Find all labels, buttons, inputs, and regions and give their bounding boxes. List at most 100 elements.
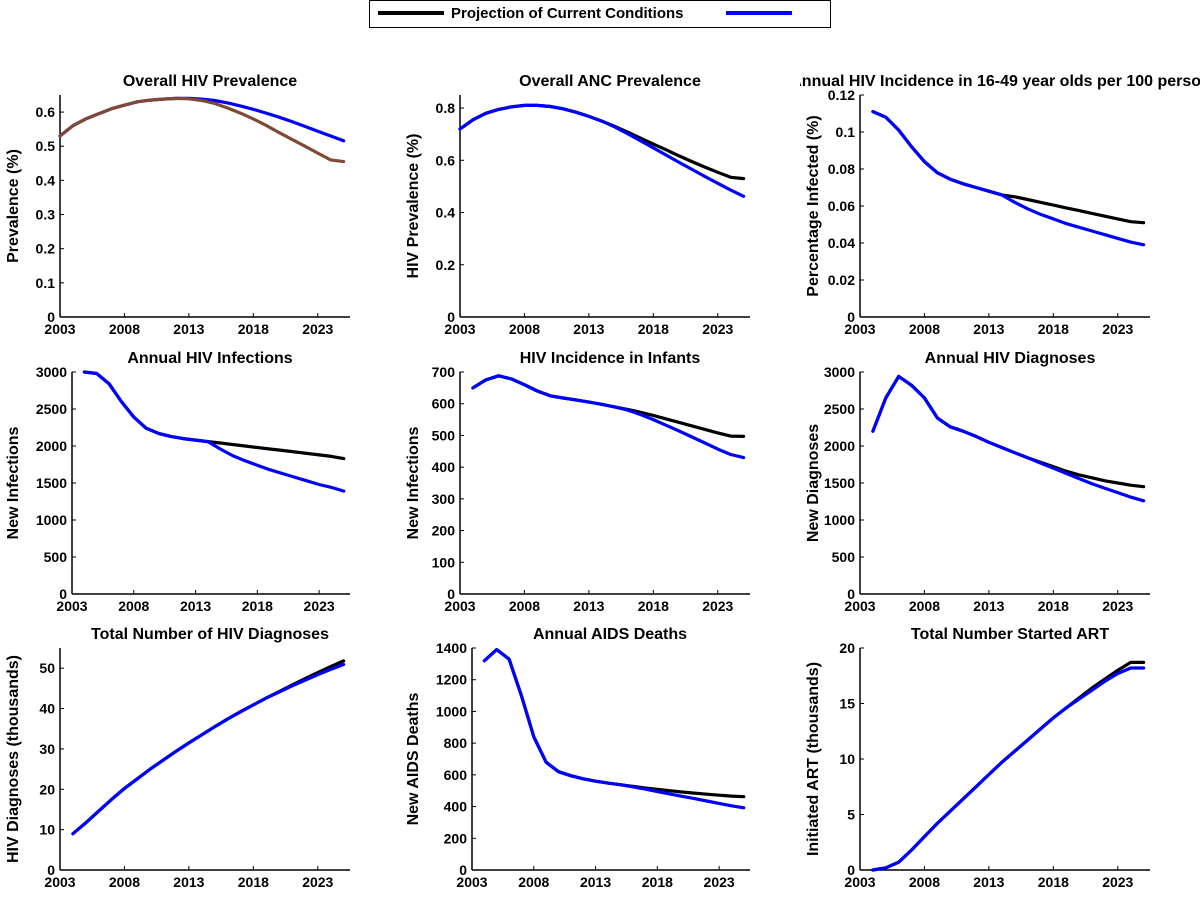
y-tick-label: 0 (447, 586, 455, 602)
y-tick-label: 20 (39, 781, 55, 797)
y-tick-label: 0.6 (436, 152, 456, 168)
chart-title: Overall ANC Prevalence (519, 73, 701, 90)
x-tick-label: 2023 (702, 321, 733, 337)
y-tick-label: 1200 (436, 672, 467, 688)
y-tick-label: 1000 (436, 703, 467, 719)
x-tick-label: 2003 (844, 598, 875, 614)
y-tick-label: 2000 (36, 438, 67, 454)
series-line-0 (71, 659, 346, 836)
y-tick-label: 0.04 (828, 235, 855, 251)
x-tick-label: 2013 (573, 598, 604, 614)
y-tick-label: 0.3 (36, 207, 56, 223)
x-tick-label: 2018 (1038, 598, 1069, 614)
y-tick-label: 50 (39, 660, 55, 676)
y-tick-label: 600 (444, 767, 468, 783)
x-tick-label: 2003 (44, 874, 75, 890)
x-tick-label: 2003 (456, 874, 487, 890)
x-tick-label: 2013 (173, 321, 204, 337)
series-line-1 (871, 666, 1146, 872)
y-axis-label: New Diagnoses (805, 424, 822, 542)
series-line-1 (82, 370, 346, 493)
chart-annual-hiv-infections: 2003 2008 2013 2018 2023 0 500 1000 1500 2000 2500… (5, 350, 350, 614)
y-tick-label: 0.12 (828, 87, 855, 103)
y-tick-label: 0.02 (828, 272, 855, 288)
y-tick-label: 10 (839, 751, 855, 767)
x-tick-label: 2018 (238, 321, 269, 337)
y-axis-label: New Infections (405, 426, 422, 539)
x-tick-label: 2018 (242, 598, 273, 614)
x-tick-label: 2013 (180, 598, 211, 614)
y-tick-label: 1400 (436, 640, 467, 656)
y-tick-label: 1000 (36, 512, 67, 528)
x-tick-label: 2008 (909, 874, 940, 890)
x-tick-label: 2003 (56, 598, 87, 614)
y-tick-label: 300 (432, 491, 456, 507)
x-tick-label: 2008 (909, 321, 940, 337)
series-line-1 (871, 374, 1146, 503)
x-tick-label: 2008 (118, 598, 149, 614)
chart-annual-hiv-incidence: 2003 2008 2013 2018 2023 0 0.02 0.04 0.06 0.08 0.1… (800, 73, 1200, 337)
y-tick-label: 5 (847, 807, 855, 823)
x-tick-label: 2023 (1102, 321, 1133, 337)
y-tick-label: 0.5 (36, 138, 56, 154)
y-tick-label: 0 (847, 862, 855, 878)
y-tick-label: 500 (44, 549, 68, 565)
chart-title: Annual AIDS Deaths (533, 626, 687, 643)
x-tick-label: 2013 (973, 321, 1004, 337)
y-tick-label: 0 (59, 586, 67, 602)
y-tick-label: 0 (47, 309, 55, 325)
y-axis-label: Initiated ART (thousands) (805, 662, 822, 856)
x-tick-label: 2023 (704, 874, 735, 890)
y-tick-label: 20 (839, 640, 855, 656)
y-tick-label: 700 (432, 364, 456, 380)
series-line-0 (458, 103, 746, 181)
x-tick-label: 2023 (302, 874, 333, 890)
series-line-0 (58, 96, 346, 143)
y-tick-label: 40 (39, 701, 55, 717)
y-tick-label: 0.4 (36, 172, 56, 188)
chart-title: Annual HIV Diagnoses (925, 350, 1096, 367)
x-tick-label: 2003 (444, 321, 475, 337)
y-tick-label: 2000 (824, 438, 855, 454)
chart-title: Overall HIV Prevalence (123, 73, 297, 90)
chart-title: HIV Incidence in Infants (520, 350, 701, 367)
series-line-0 (871, 109, 1146, 225)
y-tick-label: 0.08 (828, 161, 855, 177)
x-tick-label: 2003 (844, 874, 875, 890)
legend: Projection of Current Conditions (369, 0, 831, 28)
y-axis-label: Percentage Infected (%) (805, 115, 822, 296)
x-tick-label: 2013 (973, 874, 1004, 890)
y-tick-label: 10 (39, 822, 55, 838)
y-axis-label: HIV Diagnoses (thousands) (5, 655, 22, 863)
chart-hiv-incidence-infants: 2003 2008 2013 2018 2023 0 100 200 300 400 500 600 7… (405, 350, 750, 614)
x-tick-label: 2013 (973, 598, 1004, 614)
y-tick-label: 15 (839, 696, 855, 712)
series-line-1 (71, 662, 346, 836)
series-line-1 (58, 96, 346, 164)
chart-annual-aids-deaths: 2003 2008 2013 2018 2023 0 200 400 600 800 1000 120… (405, 626, 750, 890)
chart-overall-anc-prevalence: 2003 2008 2013 2018 2023 0 0.2 0.4 0.6 0.8 Overall… (405, 73, 750, 337)
x-tick-label: 2008 (109, 321, 140, 337)
x-tick-label: 2023 (304, 598, 335, 614)
y-tick-label: 0 (459, 862, 467, 878)
series-line-0 (871, 660, 1146, 872)
x-tick-label: 2013 (580, 874, 611, 890)
legend-label-current: Projection of Current Conditions (451, 5, 684, 22)
y-tick-label: 500 (432, 427, 456, 443)
y-tick-label: 0 (847, 586, 855, 602)
y-tick-label: 0.6 (36, 104, 56, 120)
y-tick-label: 0 (447, 309, 455, 325)
y-tick-label: 1000 (824, 512, 855, 528)
series-line-1 (458, 103, 746, 198)
chart-total-hiv-diagnoses: 2003 2008 2013 2018 2023 0 10 20 30 40 50 Total Num… (5, 626, 350, 890)
x-tick-label: 2018 (1038, 874, 1069, 890)
chart-title: Total Number Started ART (911, 626, 1109, 643)
x-tick-label: 2013 (573, 321, 604, 337)
x-tick-label: 2008 (509, 598, 540, 614)
chart-title: Annual HIV Incidence in 16-49 year olds … (800, 73, 1200, 90)
y-tick-label: 0 (847, 309, 855, 325)
x-tick-label: 2023 (1102, 874, 1133, 890)
y-tick-label: 400 (432, 459, 456, 475)
y-tick-label: 3000 (36, 364, 67, 380)
x-tick-label: 2018 (642, 874, 673, 890)
